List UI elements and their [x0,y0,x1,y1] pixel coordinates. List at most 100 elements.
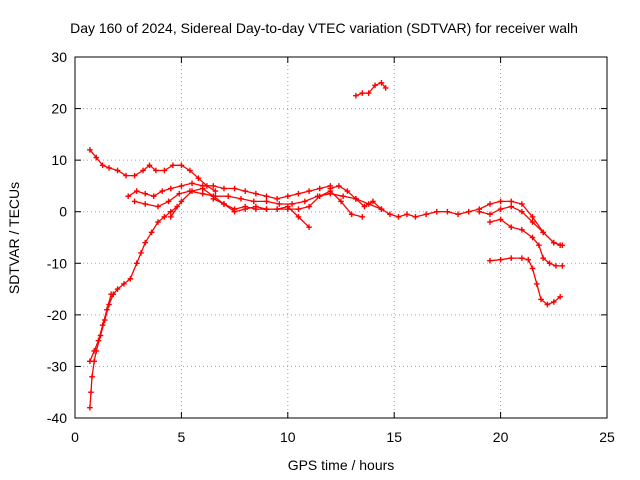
y-axis-title: SDTVAR / TECUs [6,182,22,294]
data-point [161,167,168,174]
data-point [295,190,302,197]
data-point [210,183,217,189]
data-point [395,214,402,220]
data-point [455,211,461,218]
data-point [404,211,410,218]
data-point [306,224,312,230]
data-point [178,183,185,189]
data-point [306,203,312,210]
data-point [285,193,291,200]
data-point [336,183,342,189]
y-tick-labels: -40 -30 -20 -10 0 10 20 30 [47,49,67,426]
series-track-mid-d [210,196,312,230]
data-point [529,234,536,241]
data-point [148,229,155,236]
data-point [87,404,93,411]
y-tick-label: -10 [47,255,67,271]
x-tick-label: 10 [280,429,296,445]
data-point [508,198,515,205]
data-point [306,188,312,194]
data-point [302,198,308,205]
grid [75,57,607,418]
data-point [378,206,385,212]
data-point [250,198,257,205]
data-point [372,82,378,89]
data-point [212,188,219,194]
series-line [489,218,563,267]
data-point [274,206,280,212]
data-point [231,185,238,192]
series-track-late-c [487,216,566,269]
data-point [225,193,232,200]
data-point [544,301,551,308]
data-point [370,198,376,205]
data-point [199,190,206,197]
series-track-mid-a [125,180,334,202]
data-point [387,211,393,218]
series-track-late-main [327,183,563,249]
data-point [559,242,566,249]
data-point [529,219,536,225]
x-tick-labels: 0 5 10 15 20 25 [71,429,615,445]
plot-frame [74,56,608,419]
y-tick-label: -40 [47,410,67,426]
data-point [242,206,249,212]
data-point [519,208,525,215]
data-point [159,188,166,194]
data-point [91,348,97,354]
data-point [423,211,429,218]
data-point [95,337,102,344]
data-point [348,211,355,218]
data-point [378,79,385,86]
data-point [127,275,134,282]
series-line [212,198,310,228]
data-point [344,188,351,194]
data-point [146,162,153,169]
data-point [551,299,557,305]
data-point [551,239,557,246]
series-track-early-low [87,291,114,365]
series-track-late-low [487,255,563,308]
data-point [285,203,291,210]
data-point [340,193,346,200]
data-point [114,286,121,292]
data-point [150,193,157,200]
data-point [359,90,366,96]
x-axis-title: GPS time / hours [288,457,395,473]
data-point [487,219,493,225]
y-tick-label: -30 [47,358,67,374]
data-point [88,389,94,396]
data-point [231,208,238,215]
data-point [242,188,249,194]
data-point [142,239,149,246]
data-point [487,257,493,264]
data-series [87,79,566,411]
data-point [497,198,504,205]
data-point [221,185,227,192]
data-point [108,291,114,298]
x-tick-label: 20 [493,429,509,445]
data-point [529,214,536,220]
data-point [497,216,504,223]
x-tick-label: 5 [178,429,186,445]
series-line [89,205,178,409]
data-point [274,196,280,202]
data-point [187,167,193,174]
series-track-high [353,79,389,99]
data-point [161,214,168,220]
series-track-rising [87,203,180,411]
data-point [289,201,295,207]
data-point [142,201,149,207]
data-point [89,373,95,380]
data-point [382,85,389,91]
data-point [497,256,504,263]
data-point [155,203,161,210]
data-point [295,214,302,220]
data-point [121,281,127,287]
data-point [155,219,161,225]
data-point [263,193,270,200]
data-point [153,167,159,174]
axis-ticks [74,56,608,419]
data-point [253,203,259,210]
data-point [508,203,515,210]
